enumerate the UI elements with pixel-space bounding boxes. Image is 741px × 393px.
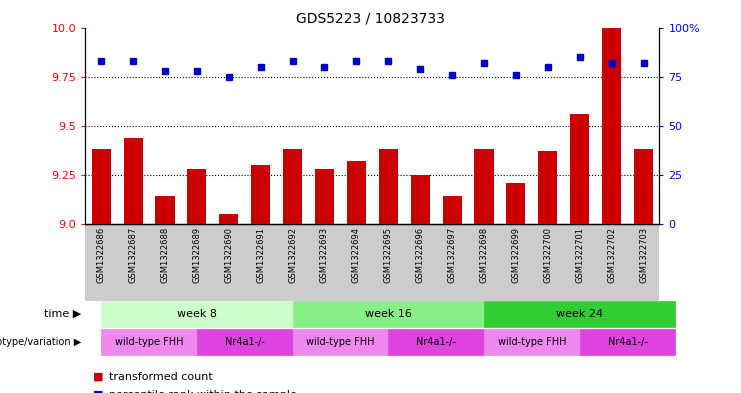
Bar	[379, 149, 398, 224]
Bar	[538, 151, 557, 224]
Bar	[219, 214, 239, 224]
Bar	[442, 196, 462, 224]
Bar	[634, 149, 653, 224]
Bar	[474, 149, 494, 224]
Text: Nr4a1-/-: Nr4a1-/-	[608, 337, 648, 347]
Bar	[124, 138, 142, 224]
Text: week 8: week 8	[177, 309, 217, 319]
Text: transformed count: transformed count	[109, 372, 213, 382]
Bar	[187, 169, 207, 224]
Text: wild-type FHH: wild-type FHH	[306, 337, 375, 347]
Text: wild-type FHH: wild-type FHH	[498, 337, 566, 347]
Bar	[347, 161, 366, 224]
Bar	[570, 114, 589, 224]
Bar	[283, 149, 302, 224]
Text: ■: ■	[93, 372, 103, 382]
Bar	[411, 175, 430, 224]
Text: time ▶: time ▶	[44, 309, 82, 319]
Bar	[315, 169, 334, 224]
Text: GDS5223 / 10823733: GDS5223 / 10823733	[296, 12, 445, 26]
Text: Nr4a1-/-: Nr4a1-/-	[416, 337, 456, 347]
Bar	[602, 28, 621, 224]
Bar	[156, 196, 175, 224]
Bar	[92, 149, 110, 224]
Text: wild-type FHH: wild-type FHH	[115, 337, 183, 347]
Text: week 16: week 16	[365, 309, 412, 319]
Text: ■: ■	[93, 389, 103, 393]
Text: week 24: week 24	[556, 309, 603, 319]
Text: percentile rank within the sample: percentile rank within the sample	[109, 389, 297, 393]
Bar	[251, 165, 270, 224]
Text: genotype/variation ▶: genotype/variation ▶	[0, 337, 82, 347]
Bar	[506, 183, 525, 224]
Text: Nr4a1-/-: Nr4a1-/-	[225, 337, 265, 347]
